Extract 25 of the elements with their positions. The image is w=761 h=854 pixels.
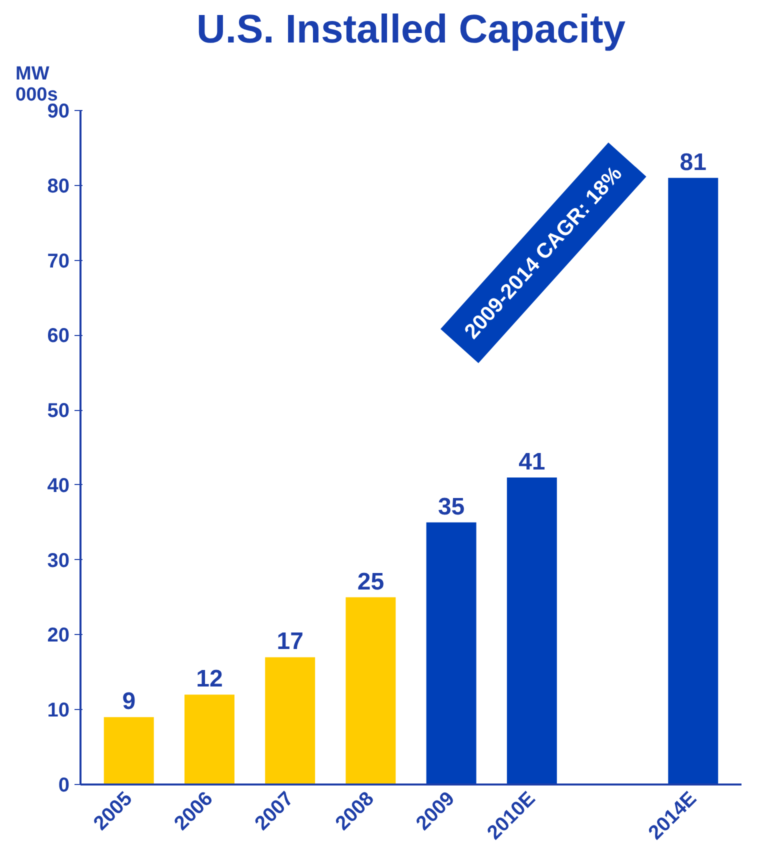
data-label: 81 (680, 148, 706, 176)
bar (668, 178, 718, 784)
data-label: 12 (196, 666, 223, 693)
data-label: 25 (357, 568, 384, 596)
y-tick-label: 0 (58, 774, 70, 796)
y-tick-label: 30 (47, 550, 70, 572)
y-tick-label: 40 (47, 474, 70, 497)
chart-title: U.S. Installed Capacity (196, 8, 626, 52)
y-tick-label: 90 (47, 100, 70, 122)
y-tick-label: 80 (47, 175, 70, 198)
bar (265, 657, 316, 784)
data-label: 17 (276, 628, 304, 656)
bar (506, 477, 557, 784)
bar (104, 717, 154, 784)
y-tick-label: 70 (47, 250, 70, 272)
y-tick-label: 60 (47, 325, 70, 348)
y-tick-label: 50 (47, 400, 70, 422)
bar (184, 694, 234, 784)
y-tick-label: 10 (47, 700, 70, 722)
data-label: 35 (438, 493, 465, 520)
bar (426, 522, 476, 784)
data-label: 9 (122, 688, 136, 716)
y-tick-label: 20 (47, 624, 70, 647)
bar (346, 597, 396, 784)
data-label: 41 (518, 448, 546, 476)
